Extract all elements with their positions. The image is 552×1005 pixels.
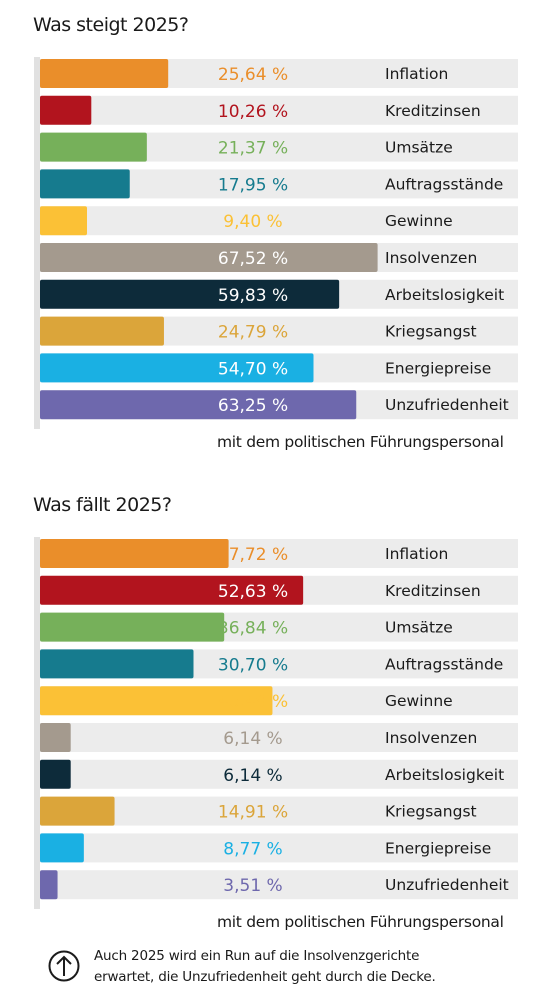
bar	[40, 132, 147, 162]
value-label: 30,70 %	[218, 655, 288, 675]
bar	[40, 723, 71, 752]
chart-title-faellt: Was fällt 2025?	[33, 494, 172, 516]
bar-track	[40, 95, 518, 125]
bar	[40, 612, 225, 642]
category-label: Insolvenzen	[385, 249, 477, 267]
axis-strip	[34, 57, 40, 429]
category-label: Insolvenzen	[385, 729, 477, 747]
value-label: 25,64 %	[218, 65, 288, 85]
value-label: 9,40 %	[223, 212, 282, 232]
chart-title-steigt: Was steigt 2025?	[33, 14, 189, 36]
value-label: 63,25 %	[218, 396, 288, 416]
category-label: Umsätze	[385, 619, 453, 637]
footnote-faellt: mit dem politischen Führungspersonal	[217, 913, 504, 931]
category-label: Kreditzinsen	[385, 582, 481, 600]
footnote-steigt: mit dem politischen Führungspersonal	[217, 433, 504, 451]
note-line-1: Auch 2025 wird ein Run auf die Insolvenz…	[94, 948, 420, 964]
bar-track	[40, 833, 518, 863]
category-label: Unzufriedenheit	[385, 876, 509, 894]
bar	[40, 870, 58, 900]
category-label: Arbeitslosigkeit	[385, 766, 504, 784]
note-text: Auch 2025 wird ein Run auf die Insolvenz…	[94, 946, 544, 988]
value-label: 67,52 %	[218, 249, 288, 269]
value-label: 17,95 %	[218, 175, 288, 195]
bar	[40, 539, 229, 568]
category-label: Gewinne	[385, 212, 453, 230]
bar	[40, 833, 84, 863]
bar	[40, 353, 314, 383]
bar	[40, 279, 340, 309]
bar-track	[40, 723, 518, 752]
category-label: Umsätze	[385, 139, 453, 157]
bar	[40, 759, 71, 789]
value-label: 21,37 %	[218, 139, 288, 159]
bar-track	[40, 206, 518, 236]
bar-track	[40, 759, 518, 789]
value-label: 6,14 %	[223, 729, 282, 749]
chart-faellt: 37,72 % Inflation 52,63 % Kreditzinsen 36,84…	[34, 537, 518, 909]
bar-track	[40, 870, 518, 900]
value-label: 37,72 %	[218, 545, 288, 565]
category-label: Energiepreise	[385, 839, 491, 857]
category-label: Energiepreise	[385, 359, 491, 377]
category-label: Auftragsstände	[385, 655, 503, 673]
bar	[40, 59, 169, 88]
category-label: Kriegsangst	[385, 323, 477, 341]
bar	[40, 95, 92, 125]
value-label: 10,26 %	[218, 102, 288, 122]
category-label: Auftragsstände	[385, 175, 503, 193]
bar	[40, 649, 194, 679]
value-label: 46,49 %	[218, 692, 288, 712]
value-label: 36,84 %	[218, 619, 288, 639]
category-label: Inflation	[385, 545, 448, 563]
value-label: 54,70 %	[218, 359, 288, 379]
value-label: 14,91 %	[218, 803, 288, 823]
bar	[40, 169, 130, 199]
bar	[40, 686, 273, 716]
bar	[40, 206, 87, 236]
axis-strip	[34, 537, 40, 909]
arrow-up-circle-icon	[48, 950, 80, 982]
note-line-2: erwartet, die Unzufriedenheit geht durch…	[94, 969, 436, 985]
bar	[40, 316, 164, 346]
bar-track	[40, 796, 518, 826]
category-label: Gewinne	[385, 692, 453, 710]
note-box: Auch 2025 wird ein Run auf die Insolvenz…	[48, 946, 548, 990]
category-label: Inflation	[385, 65, 448, 83]
category-label: Arbeitslosigkeit	[385, 286, 504, 304]
value-label: 3,51 %	[223, 876, 282, 896]
chart-steigt: 25,64 % Inflation 10,26 % Kreditzinsen 21,37…	[34, 57, 518, 429]
bar	[40, 575, 304, 605]
category-label: Unzufriedenheit	[385, 396, 509, 414]
value-label: 8,77 %	[223, 839, 282, 859]
bar	[40, 390, 357, 420]
value-label: 6,14 %	[223, 766, 282, 786]
bar	[40, 796, 115, 826]
value-label: 52,63 %	[218, 582, 288, 602]
value-label: 24,79 %	[218, 323, 288, 343]
category-label: Kreditzinsen	[385, 102, 481, 120]
value-label: 59,83 %	[218, 286, 288, 306]
bar	[40, 243, 378, 272]
category-label: Kriegsangst	[385, 803, 477, 821]
